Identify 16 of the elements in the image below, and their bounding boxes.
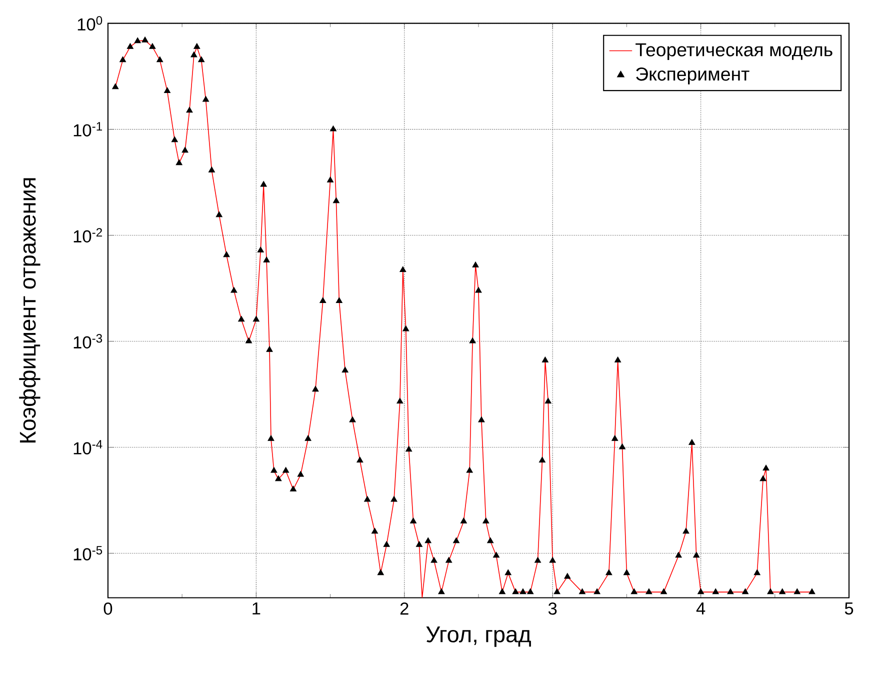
legend-label: Теоретическая модель <box>636 43 832 60</box>
legend-label: Эксперимент <box>636 68 750 85</box>
x-tick-label: 4 <box>696 602 706 615</box>
y-tick-label: 10$^{-1}$ <box>74 122 102 137</box>
y-tick-label: 10$^{-4}$ <box>74 440 102 455</box>
x-tick-label: 0 <box>104 602 112 615</box>
x-tick-label: 2 <box>400 602 408 615</box>
y-tick-label: 10$^{-2}$ <box>74 228 102 243</box>
y-tick-label: 10$^{-3}$ <box>74 334 102 349</box>
y-tick-label: 10$^{0}$ <box>78 16 102 31</box>
x-tick-label: 5 <box>844 602 854 615</box>
y-tick-label: 10$^{-5}$ <box>74 546 102 561</box>
x-tick-label: 3 <box>548 602 557 615</box>
x-axis-title: Угол, град <box>426 626 531 647</box>
y-axis-title: Коэффициент отражения <box>19 178 40 443</box>
x-tick-label: 1 <box>252 602 260 615</box>
